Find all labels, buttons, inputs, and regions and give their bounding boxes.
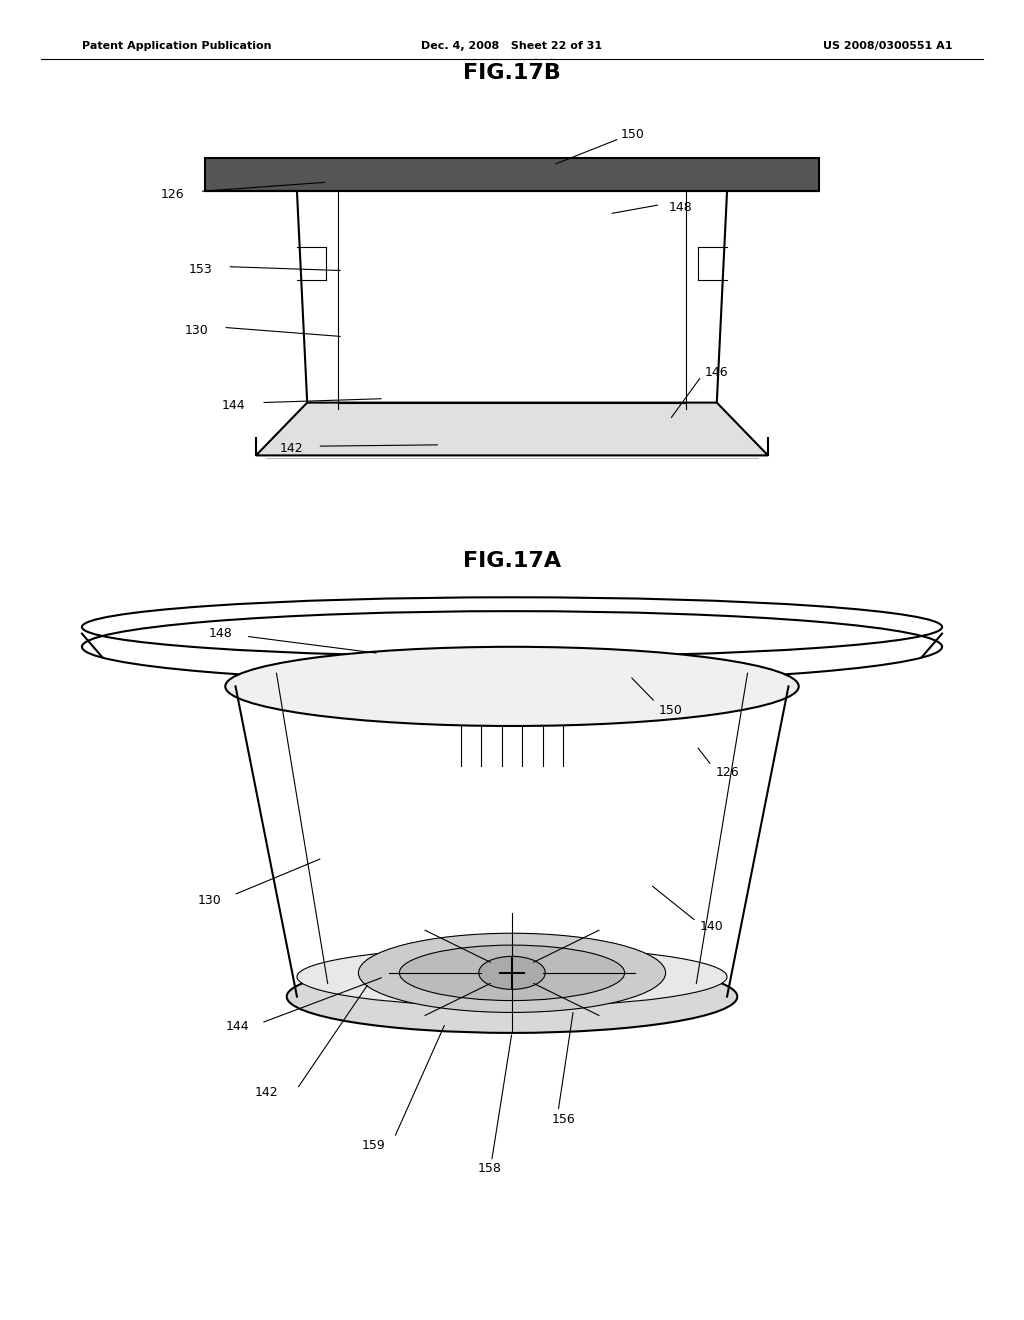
Ellipse shape [225,647,799,726]
Text: 148: 148 [208,627,232,640]
Ellipse shape [399,945,625,1001]
Text: 153: 153 [188,263,213,276]
Text: 159: 159 [361,1139,386,1152]
Text: 126: 126 [715,766,739,779]
Text: 158: 158 [477,1162,502,1175]
Ellipse shape [479,956,545,990]
Text: 142: 142 [280,442,304,455]
Text: 126: 126 [160,187,184,201]
Ellipse shape [358,933,666,1012]
Text: 140: 140 [699,920,724,933]
Text: 130: 130 [184,323,209,337]
Text: FIG.17B: FIG.17B [463,62,561,83]
Text: 156: 156 [551,1113,575,1126]
Text: 150: 150 [621,128,645,141]
Text: Patent Application Publication: Patent Application Publication [82,41,271,51]
Text: US 2008/0300551 A1: US 2008/0300551 A1 [823,41,952,51]
Polygon shape [256,403,768,455]
Text: 142: 142 [254,1086,279,1100]
Text: 144: 144 [221,399,246,412]
Text: 146: 146 [705,366,729,379]
Ellipse shape [287,961,737,1032]
Bar [205,158,819,191]
Text: 144: 144 [225,1020,250,1034]
Text: Dec. 4, 2008   Sheet 22 of 31: Dec. 4, 2008 Sheet 22 of 31 [422,41,602,51]
Text: 130: 130 [198,894,222,907]
Text: 150: 150 [658,704,683,717]
Text: FIG.17A: FIG.17A [463,550,561,572]
Text: 148: 148 [669,201,693,214]
Ellipse shape [297,948,727,1006]
